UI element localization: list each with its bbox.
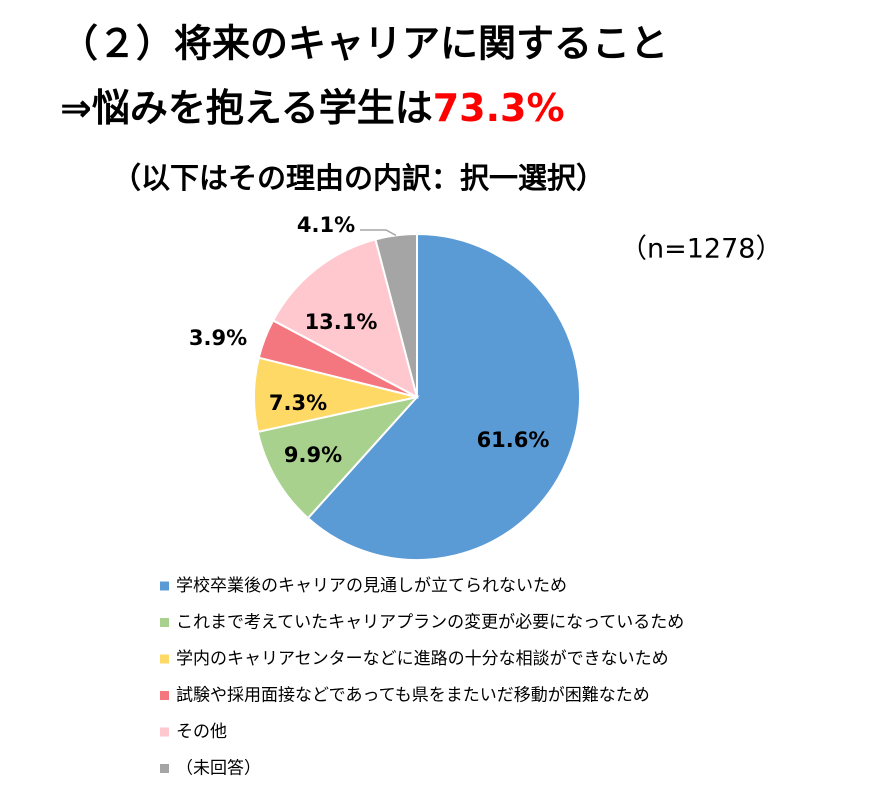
legend-swatch [160,654,169,664]
legend-swatch [160,691,169,700]
chart-title: （２）将来のキャリアに関すること [60,22,668,66]
leader-line [360,229,397,237]
data-label: 7.3% [269,391,327,415]
chart-title-line: ⇒悩みを抱える学生は73.3% [60,86,565,130]
legend: 学校卒業後のキャリアの見通しが立てられないためこれまで考えていたキャリアプランの… [160,576,684,779]
pie-slice [256,395,420,520]
legend-swatch [160,581,169,591]
sample-note: （n=1278） [620,234,782,265]
legend-swatch [160,618,169,627]
legend-label: これまで考えていたキャリアプランの変更が必要になっているため [176,613,684,633]
data-label: 13.1% [305,310,378,334]
data-label: 61.6% [477,428,550,452]
pie: 61.6% 9.9% 7.3% 3.9% 13.1% 4.1% [189,213,581,561]
legend-label: 学校卒業後のキャリアの見通しが立てられないため [176,576,567,596]
pie-slice [374,232,418,398]
pie-slice [271,238,419,399]
title-highlight: 73.3% [433,86,565,130]
legend-label: 試験や採用面接などであっても県をまたいだ移動が困難なため [176,686,650,706]
legend-swatch [160,727,169,737]
legend-label: その他 [176,722,227,742]
legend-swatch [160,764,169,773]
chart-subtitle: （以下はその理由の内訳：択一選択） [112,161,605,195]
pie-slice [306,232,581,561]
data-label: 3.9% [189,326,247,350]
data-label: 9.9% [284,443,342,467]
data-label: 4.1% [297,213,355,237]
legend-label: （未回答） [176,759,261,779]
title-text: ⇒悩みを抱える学生は [60,86,433,130]
legend-label: 学内のキャリアセンターなどに進路の十分な相談ができないため [176,649,669,669]
